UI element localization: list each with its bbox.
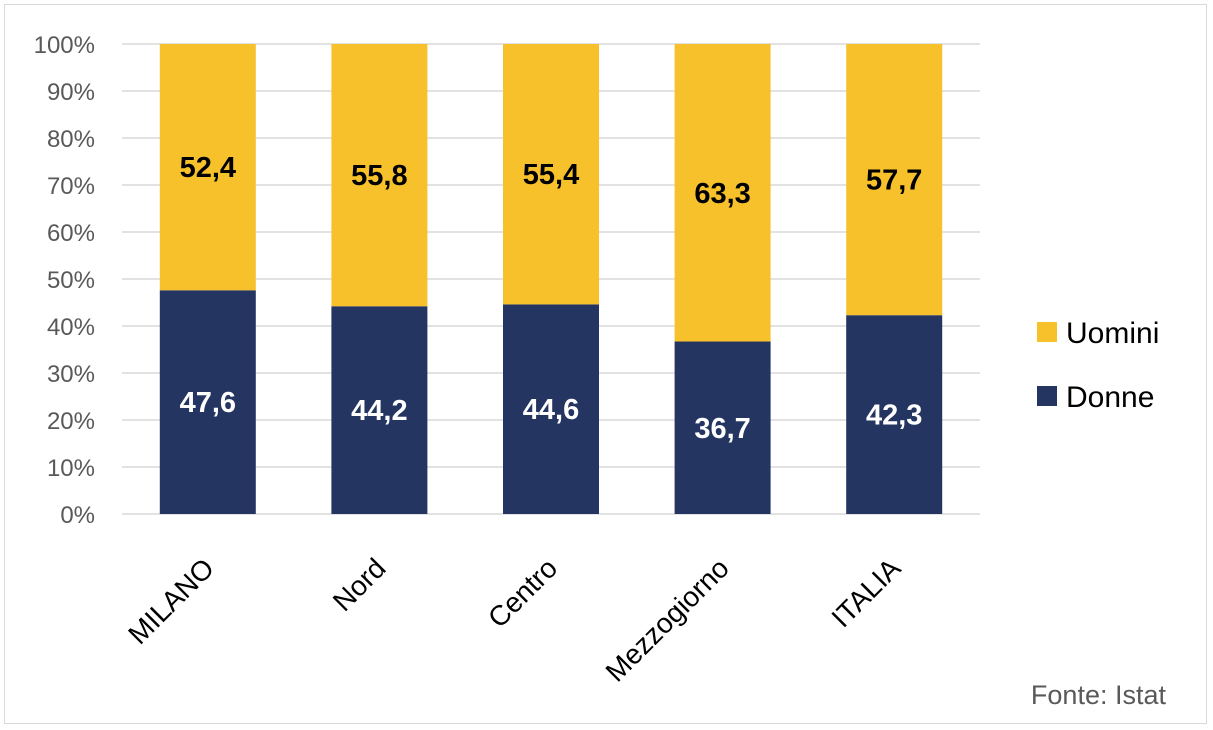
bar-segment-uomini	[503, 44, 599, 305]
data-label: 57,7	[866, 165, 922, 197]
category-label: Nord	[327, 552, 392, 617]
data-label: 52,4	[180, 152, 236, 184]
data-label: 36,7	[694, 413, 750, 445]
legend-label: Donne	[1066, 381, 1154, 414]
bar-segment-donne	[674, 341, 771, 514]
source-note: Fonte: Istat	[1031, 680, 1167, 710]
y-tick-label: 50%	[47, 267, 95, 294]
data-label: 42,3	[866, 400, 922, 432]
data-label: 44,2	[351, 395, 407, 427]
bar-segment-uomini	[331, 44, 428, 307]
bar-segment-uomini	[159, 44, 256, 291]
data-label: 55,8	[351, 160, 407, 192]
bar-segment-donne	[331, 306, 428, 514]
bar-segment-uomini	[674, 44, 771, 342]
data-label: 63,3	[694, 178, 750, 210]
legend-label: Uomini	[1066, 317, 1159, 350]
y-tick-label: 90%	[47, 79, 95, 106]
y-tick-label: 10%	[47, 455, 95, 482]
y-tick-label: 20%	[47, 408, 95, 435]
data-label: 47,6	[180, 387, 236, 419]
y-tick-label: 80%	[47, 126, 95, 153]
bar-segment-uomini	[846, 44, 943, 316]
y-tick-label: 40%	[47, 314, 95, 341]
legend-swatch	[1037, 322, 1057, 342]
bar-segment-donne	[503, 304, 599, 514]
category-label: MILANO	[122, 552, 220, 650]
y-tick-label: 30%	[47, 361, 95, 388]
category-label: Mezzogiorno	[600, 552, 735, 687]
bar-segment-donne	[159, 290, 256, 514]
data-label: 55,4	[523, 159, 579, 191]
category-label: Centro	[482, 552, 563, 633]
category-label: ITALIA	[825, 552, 906, 633]
legend-swatch	[1037, 386, 1057, 406]
y-tick-label: 0%	[60, 502, 95, 529]
y-tick-label: 100%	[34, 32, 95, 59]
y-tick-label: 60%	[47, 220, 95, 247]
data-label: 44,6	[523, 394, 579, 426]
y-tick-label: 70%	[47, 173, 95, 200]
bar-segment-donne	[846, 315, 943, 514]
